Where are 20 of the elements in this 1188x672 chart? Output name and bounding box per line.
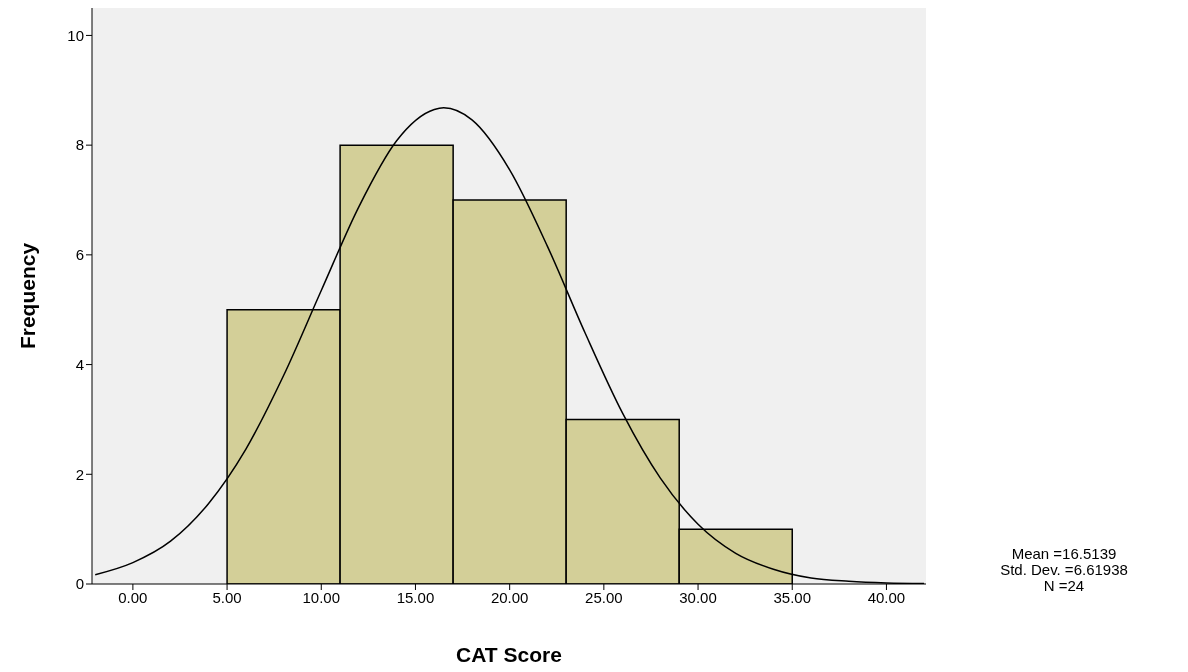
x-tick-label: 25.00 xyxy=(585,588,623,606)
x-tick-label: 15.00 xyxy=(396,588,435,606)
y-tick-label: 8 xyxy=(75,136,84,154)
x-tick-label: 0.00 xyxy=(118,588,148,606)
x-tick-label: 30.00 xyxy=(679,588,717,606)
x-tick-label: 40.00 xyxy=(867,588,906,606)
x-tick-label: 35.00 xyxy=(773,588,812,606)
x-tick-label: 10.00 xyxy=(302,588,341,606)
x-tick-label: 20.00 xyxy=(490,588,529,606)
y-tick-label: 0 xyxy=(75,575,84,593)
y-tick-label: 4 xyxy=(75,355,84,373)
x-tick-label: 5.00 xyxy=(212,588,242,606)
y-tick-label: 2 xyxy=(75,465,84,483)
text: Mean =16.5139 xyxy=(1010,545,1118,562)
text: N =24 xyxy=(1042,577,1086,594)
y-tick-label: 10 xyxy=(67,26,84,44)
x-axis-title: CAT Score xyxy=(456,643,562,666)
y-axis-title: Frequency xyxy=(16,242,40,350)
y-tick-label: 6 xyxy=(75,246,84,264)
text: Std. Dev. =6.61938 xyxy=(999,561,1129,578)
